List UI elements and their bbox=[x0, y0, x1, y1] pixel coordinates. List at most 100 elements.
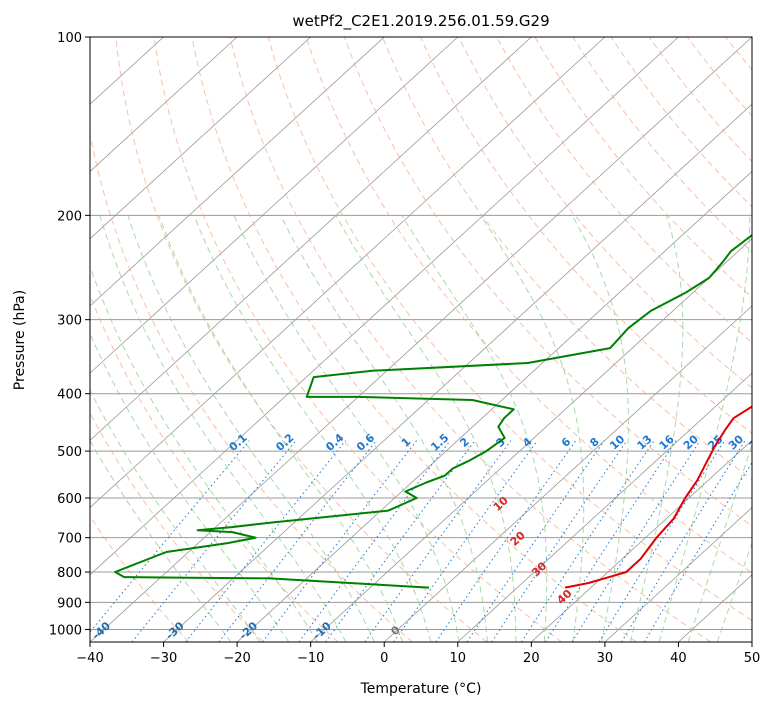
moist-adiabats bbox=[90, 215, 752, 642]
plot-area: 0.10.20.40.611.52346810131620253036-100-… bbox=[16, 37, 775, 642]
mixing-ratio-line bbox=[262, 440, 418, 642]
mixing-ratio-lines bbox=[90, 440, 752, 642]
mixing-ratio-label: 13 bbox=[635, 433, 655, 453]
dry-adiabat-line bbox=[90, 293, 339, 642]
moist-adiabat-label: 40 bbox=[554, 587, 574, 607]
x-tick-label: 10 bbox=[450, 651, 467, 666]
moist-adiabat-line bbox=[233, 215, 460, 642]
dry-adiabat-line bbox=[343, 37, 752, 527]
dry-adiabat-line bbox=[90, 131, 413, 642]
moist-adiabat-line bbox=[687, 442, 752, 642]
dry-adiabat-line bbox=[229, 37, 712, 642]
moist-adiabat-line bbox=[571, 215, 629, 642]
mixing-ratio-line bbox=[90, 440, 250, 633]
isotherm-line bbox=[90, 37, 238, 172]
mixing-ratio-line bbox=[598, 440, 726, 642]
moist-adiabat-label: 10 bbox=[491, 494, 511, 514]
dry-adiabat-line bbox=[534, 37, 752, 298]
isotherm-line bbox=[236, 170, 752, 642]
x-tick-label: −30 bbox=[150, 651, 177, 666]
moist-adiabat-line bbox=[480, 215, 585, 642]
x-tick-label: −40 bbox=[76, 651, 103, 666]
x-tick-label: 30 bbox=[597, 651, 614, 666]
x-tick-label: −20 bbox=[223, 651, 250, 666]
dry-adiabat-line bbox=[90, 412, 264, 642]
isotherm-grid bbox=[90, 37, 752, 642]
y-tick-label: 800 bbox=[57, 566, 82, 581]
moist-adiabat-line bbox=[280, 215, 488, 642]
mixing-ratio-line bbox=[435, 440, 577, 642]
isotherm-line bbox=[457, 372, 752, 642]
dry-adiabat-line bbox=[610, 37, 752, 208]
plot-frame bbox=[89, 36, 753, 643]
moist-adiabat-line bbox=[193, 215, 432, 642]
moist-adiabat-line bbox=[629, 215, 684, 642]
chart-title: wetPf2_C2E1.2019.256.01.59.G29 bbox=[292, 12, 549, 31]
dry-adiabat-line bbox=[267, 37, 752, 622]
mixing-ratio-line bbox=[521, 440, 655, 642]
mixing-ratio-line bbox=[571, 440, 701, 642]
moist-adiabat-line bbox=[127, 215, 375, 642]
moist-adiabat-line bbox=[158, 215, 404, 642]
isotherm-line bbox=[531, 439, 752, 642]
dry-adiabat-line bbox=[725, 37, 752, 71]
mixing-ratio-line bbox=[298, 440, 451, 642]
x-axis-label: Temperature (°C) bbox=[360, 681, 482, 697]
isotherm-line bbox=[751, 641, 752, 642]
mixing-ratio-label: 0.6 bbox=[354, 431, 377, 454]
mixing-ratio-label: 0.2 bbox=[273, 431, 296, 454]
isotherm-line bbox=[90, 37, 606, 509]
mixing-ratio-label: 1 bbox=[399, 435, 413, 450]
mixing-ratio-label: 0.4 bbox=[323, 431, 346, 454]
dry-adiabat-line bbox=[90, 515, 190, 642]
isotherm-line bbox=[90, 37, 311, 240]
moist-adiabat-line bbox=[335, 215, 517, 642]
x-tick-label: −10 bbox=[297, 651, 324, 666]
y-tick-label: 300 bbox=[57, 314, 82, 329]
mixing-ratio-line bbox=[545, 440, 677, 642]
y-tick-label: 200 bbox=[57, 209, 82, 224]
mixing-ratio-line bbox=[621, 440, 746, 642]
isotherm-line bbox=[163, 103, 752, 642]
dry-adiabat-label: -50 bbox=[16, 619, 40, 642]
isotherm-line bbox=[90, 37, 679, 576]
mixing-ratio-line bbox=[643, 461, 752, 642]
moist-adiabat-label: 20 bbox=[508, 529, 528, 549]
dry-adiabat-line bbox=[764, 37, 775, 642]
isotherm-line bbox=[604, 507, 752, 642]
isotherm-line bbox=[90, 37, 532, 441]
mixing-ratio-label: 1.5 bbox=[428, 431, 451, 454]
isotherm-line bbox=[383, 305, 752, 642]
x-tick-label: 20 bbox=[523, 651, 540, 666]
y-tick-label: 400 bbox=[57, 388, 82, 403]
isobar-grid bbox=[90, 37, 752, 630]
dry-adiabat-line bbox=[686, 37, 752, 117]
y-tick-label: 1000 bbox=[49, 623, 82, 638]
dry-adiabat-line bbox=[572, 37, 752, 253]
mixing-ratio-line bbox=[364, 440, 512, 642]
y-tick-label: 100 bbox=[57, 31, 82, 46]
mixing-ratio-label: 30 bbox=[726, 432, 746, 452]
dry-adiabat-line bbox=[115, 37, 488, 642]
dry-adiabat-line bbox=[305, 37, 752, 574]
isotherm-line bbox=[90, 37, 385, 307]
y-tick-label: 600 bbox=[57, 492, 82, 507]
moist-adiabat-line bbox=[401, 215, 548, 642]
x-axis-ticks: −40 −30 −20 −10 0 10 20 30 40 50 bbox=[76, 642, 760, 666]
mixing-ratio-label: 36 bbox=[747, 432, 767, 452]
y-tick-label: 900 bbox=[57, 596, 82, 611]
mixing-ratio-line bbox=[131, 440, 297, 642]
y-tick-label: 700 bbox=[57, 532, 82, 547]
mixing-ratio-label: 3 bbox=[494, 435, 508, 450]
dry-adiabat-line bbox=[648, 37, 752, 163]
dry-adiabat-line bbox=[496, 37, 752, 344]
temperature-profile-line bbox=[564, 405, 752, 589]
moist-adiabat-line bbox=[658, 215, 751, 642]
isotherm-line bbox=[90, 37, 752, 642]
isotherm-line bbox=[310, 238, 752, 642]
moist-adiabat-line bbox=[90, 264, 318, 642]
moist-adiabat-line bbox=[90, 332, 290, 642]
sounding-profiles bbox=[114, 233, 752, 589]
dry-adiabats bbox=[90, 37, 775, 642]
mixing-ratio-label: 0.1 bbox=[227, 431, 250, 454]
